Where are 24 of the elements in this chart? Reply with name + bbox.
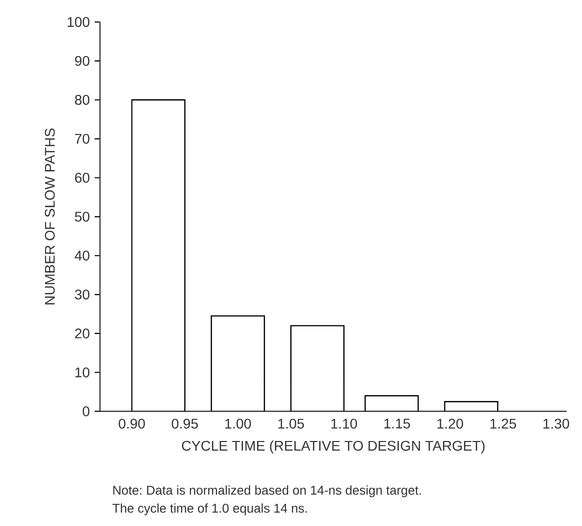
text: The cycle time of 1.0 equals 14 ns. xyxy=(112,503,307,516)
y-tick-label: 60 xyxy=(75,172,90,183)
x-tick-label: 0.90 xyxy=(118,418,145,429)
x-tick-label: 1.05 xyxy=(278,418,304,429)
y-tick-label: 90 xyxy=(75,56,90,66)
y-tick-label: 0 xyxy=(82,406,90,416)
x-tick-label: 1.15 xyxy=(384,418,410,428)
y-tick-label: 70 xyxy=(75,134,90,144)
x-axis-title: CYCLE TIME (RELATIVE TO DESIGN TARGET) xyxy=(182,440,485,454)
x-tick-label: 1.10 xyxy=(331,418,358,429)
y-tick-label: 50 xyxy=(74,212,90,222)
y-tick-label: 100 xyxy=(68,17,90,27)
y-tick-label: 30 xyxy=(74,290,90,300)
x-tick-label: 1.00 xyxy=(225,418,251,429)
y-tick-label: 20 xyxy=(75,328,90,338)
x-tick-label: 1.20 xyxy=(437,418,464,429)
text: Note: Data is normalized based on 14-ns design target. xyxy=(113,485,421,498)
y-tick-label: 10 xyxy=(75,367,90,378)
x-tick-label: 1.30 xyxy=(544,418,570,429)
y-tick-label: 40 xyxy=(74,250,90,261)
x-tick-label: 1.25 xyxy=(490,418,516,429)
y-tick-label: 80 xyxy=(74,94,90,105)
x-tick-label: 0.95 xyxy=(172,418,198,429)
y-axis-title: NUMBER OF SLOW PATHS xyxy=(44,128,55,304)
